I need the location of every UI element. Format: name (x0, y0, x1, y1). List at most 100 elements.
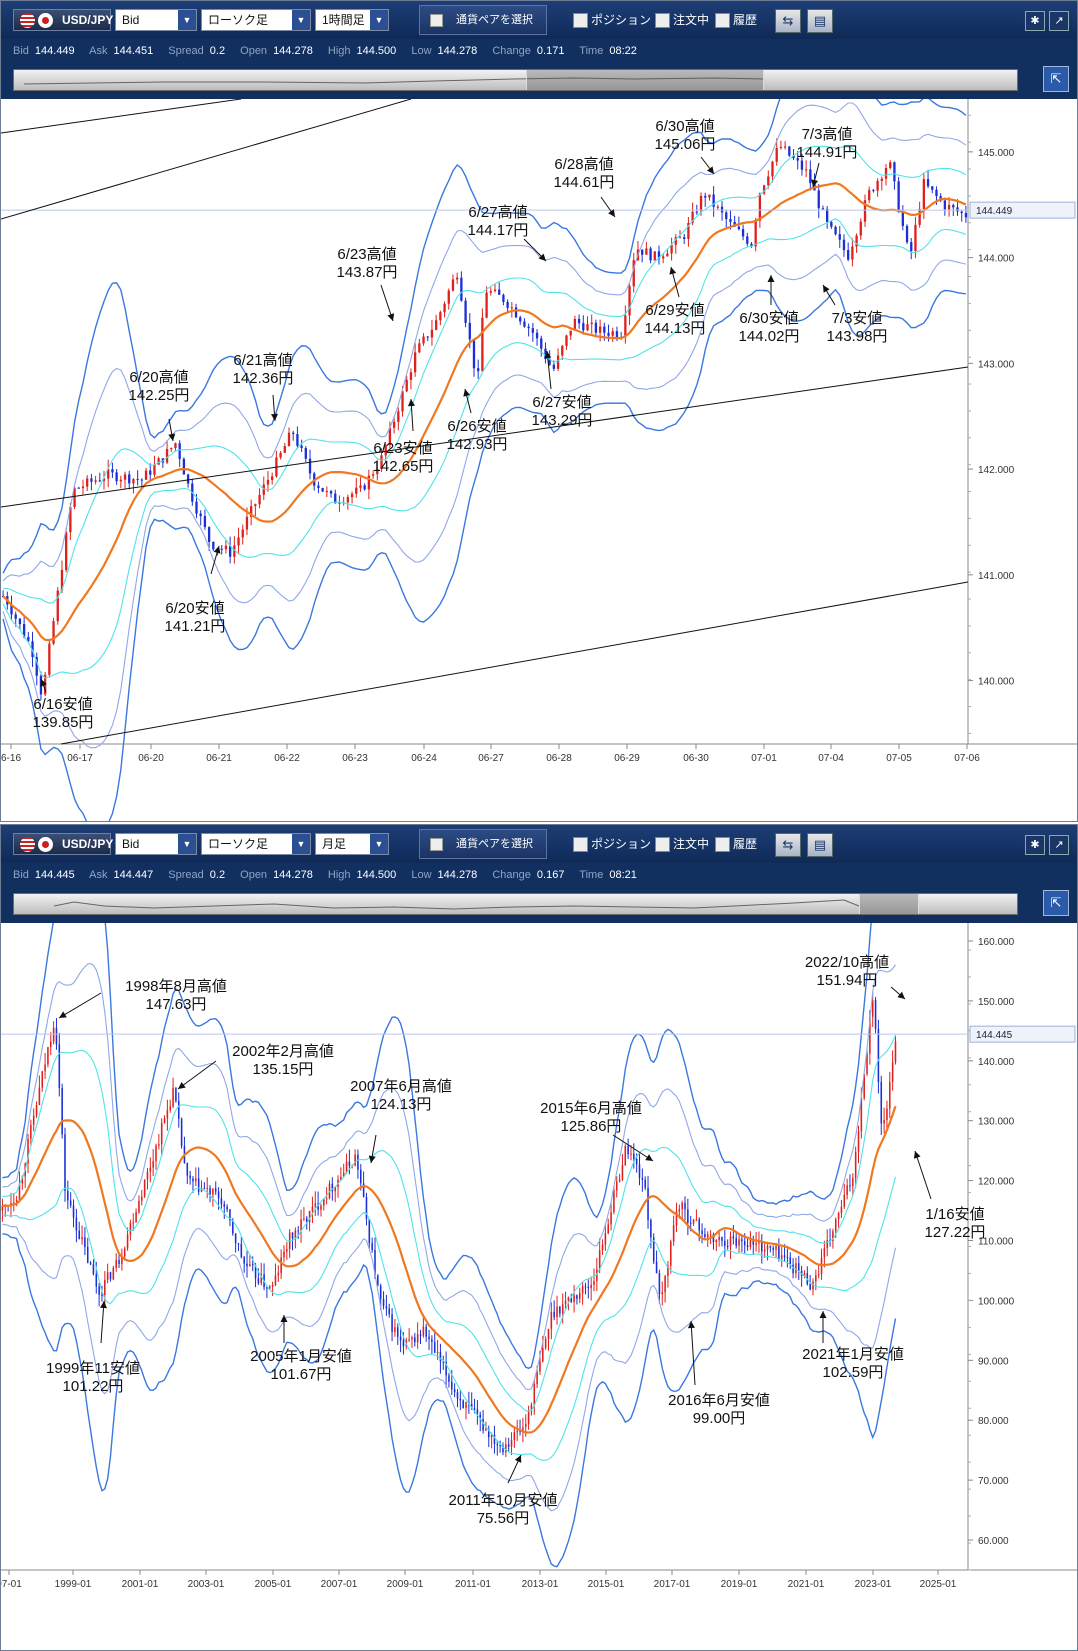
navigator-selection[interactable] (526, 70, 764, 90)
candle-body (388, 427, 392, 445)
position-toggle[interactable]: ポジション (573, 13, 651, 28)
candle-body (166, 1110, 169, 1119)
candle-body (692, 1219, 695, 1224)
candle-body (177, 1100, 180, 1119)
candle-body (584, 1286, 587, 1288)
candle-body (345, 1161, 348, 1173)
chart-type-select[interactable]: ローソク足 ▼ (201, 9, 311, 31)
price-type-value: Bid (122, 837, 140, 851)
candle-body (573, 1295, 575, 1303)
navigator-selection[interactable] (859, 894, 919, 914)
annotation-arrow-line (914, 1150, 932, 1200)
gear-icon[interactable]: ✱ (1025, 835, 1045, 855)
candle-body (926, 179, 930, 187)
candle-body (593, 1280, 595, 1285)
chart-type-select[interactable]: ローソク足 ▼ (201, 833, 311, 855)
annotation-value: 143.29円 (532, 412, 593, 429)
x-tick-label: 2017-01 (654, 1579, 691, 1590)
candle-body (123, 1248, 126, 1257)
candle-body (175, 1087, 177, 1101)
bid-value: 144.449 (34, 45, 75, 57)
price-type-select[interactable]: Bid ▼ (115, 833, 197, 855)
orders-toggle[interactable]: 注文中 (655, 837, 709, 852)
candle-body (476, 1409, 479, 1415)
candle-body (251, 1264, 254, 1266)
select-pair-button[interactable]: 通貨ペアを選択 (419, 829, 547, 859)
candle-body (271, 1284, 274, 1287)
candle-body (447, 290, 450, 304)
timeframe-select[interactable]: 月足 ▼ (315, 833, 389, 855)
annotation-label: 1999年11安値 (46, 1360, 140, 1377)
candle-body (624, 1145, 627, 1166)
candle-body (661, 1292, 664, 1294)
candle-body (918, 209, 921, 225)
history-toggle[interactable]: 履歴 (715, 837, 757, 852)
candle-body (698, 1219, 701, 1231)
candle-body (708, 194, 711, 198)
price-type-select[interactable]: Bid ▼ (115, 9, 197, 31)
annotation-arrowhead (811, 179, 819, 187)
candle-body (271, 476, 274, 480)
gear-icon[interactable]: ✱ (1025, 11, 1045, 31)
candle-body (241, 529, 244, 538)
orders-toggle[interactable]: 注文中 (655, 13, 709, 28)
export-icon[interactable]: ⇆ (775, 833, 801, 857)
candle-body (367, 475, 371, 490)
candle-body (485, 292, 488, 318)
history-toggle[interactable]: 履歴 (715, 13, 757, 28)
candle-body (914, 224, 917, 252)
candle-body (104, 1280, 106, 1296)
candle-body (704, 195, 707, 198)
popout-icon[interactable]: ↗ (1049, 11, 1069, 31)
candle-body (783, 1255, 786, 1257)
candle-body (153, 464, 156, 475)
candle-body (425, 1326, 427, 1337)
export-icon[interactable]: ⇆ (775, 9, 801, 33)
timeframe-select[interactable]: 1時間足 ▼ (315, 9, 389, 31)
position-toggle[interactable]: ポジション (573, 837, 651, 852)
expand-arrows-icon[interactable]: ⇱ (1043, 66, 1069, 92)
select-pair-button[interactable]: 通貨ペアを選択 (419, 5, 547, 35)
candle-body (868, 190, 871, 201)
change-label: Change (492, 869, 531, 881)
candle-body (200, 1187, 203, 1192)
candle-body (329, 491, 333, 494)
candle-body (755, 1242, 757, 1245)
annotation-value: 142.93円 (447, 436, 508, 453)
candle-body (453, 1389, 456, 1393)
candle-body (294, 1230, 297, 1239)
candle-body (519, 1431, 521, 1433)
panel-icon[interactable]: ▤ (807, 833, 833, 857)
candle-body (496, 1443, 499, 1446)
symbol-selector[interactable]: USD/JPY (13, 833, 113, 855)
navigator-scroller[interactable] (13, 69, 1018, 91)
navigator-scroller[interactable] (13, 893, 1018, 915)
candle-body (217, 1191, 220, 1199)
candle-body (576, 1295, 578, 1299)
candle-body (675, 1211, 678, 1226)
candle-body (206, 1188, 208, 1190)
candle-body (877, 1028, 880, 1082)
annotation-arrowhead (100, 1301, 107, 1309)
candle-body (243, 1257, 245, 1264)
annotation-arrowhead (59, 1011, 67, 1018)
candle-body (709, 1234, 712, 1236)
annotation-label: 1/16安値 (925, 1206, 984, 1223)
candle-body (729, 219, 732, 222)
candle-body (587, 1286, 590, 1289)
popout-icon[interactable]: ↗ (1049, 835, 1069, 855)
annotation-label: 6/21高値 (233, 352, 292, 369)
candle-body (786, 1256, 789, 1258)
candle-body (237, 1243, 240, 1245)
candle-body (321, 488, 324, 492)
jp-flag-icon (38, 13, 53, 28)
annotation-arrowhead (669, 267, 677, 275)
candle-body (683, 237, 686, 239)
panel-icon[interactable]: ▤ (807, 9, 833, 33)
candle-body (763, 1249, 766, 1252)
candle-body (687, 222, 690, 239)
candle-body (409, 372, 413, 380)
symbol-selector[interactable]: USD/JPY (13, 9, 113, 31)
y-tick-label: 160.000 (978, 937, 1015, 948)
expand-arrows-icon[interactable]: ⇱ (1043, 890, 1069, 916)
